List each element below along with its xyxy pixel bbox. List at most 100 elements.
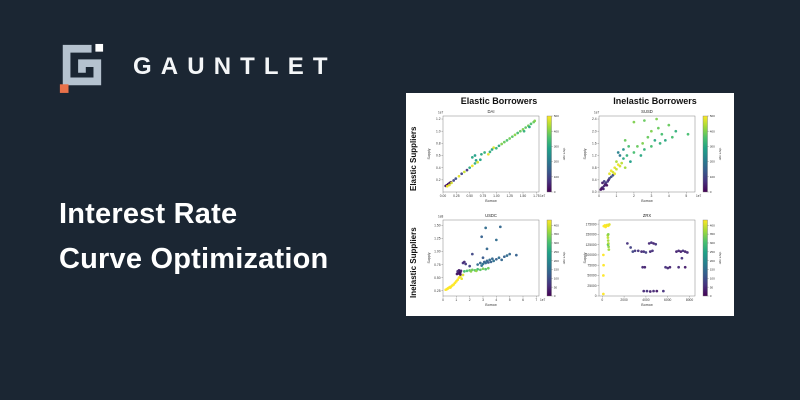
svg-text:0.4: 0.4 [592, 178, 597, 182]
svg-text:0: 0 [601, 298, 603, 302]
subplot-inelastic-inelastic: ZRX 0 2000 4000 6000 8000 0 25000 50000 75000 1000… [577, 211, 733, 315]
svg-text:0: 0 [595, 294, 597, 298]
svg-text:SUSD: SUSD [641, 109, 653, 114]
svg-text:8000: 8000 [686, 298, 694, 302]
svg-text:1.00: 1.00 [493, 194, 500, 198]
svg-text:200: 200 [710, 259, 715, 263]
svg-text:2.4: 2.4 [592, 117, 597, 121]
logo-orange-square [59, 84, 69, 93]
svg-text:0: 0 [554, 190, 556, 194]
svg-text:100: 100 [710, 175, 715, 179]
svg-text:4: 4 [495, 298, 497, 302]
svg-text:175000: 175000 [586, 222, 597, 226]
logo-g-mark [62, 44, 102, 86]
svg-text:200: 200 [554, 160, 559, 164]
svg-text:250: 250 [710, 250, 715, 254]
figure-panel: Elastic Borrowers Inelastic Borrowers El… [406, 93, 734, 316]
svg-text:25000: 25000 [587, 284, 596, 288]
svg-text:0.25: 0.25 [453, 194, 460, 198]
svg-text:0.75: 0.75 [434, 263, 441, 267]
svg-text:2: 2 [633, 194, 635, 198]
svg-text:Supply: Supply [583, 252, 587, 263]
svg-text:1e7: 1e7 [696, 194, 702, 198]
svg-text:ZRX: ZRX [643, 213, 652, 218]
svg-text:2: 2 [469, 298, 471, 302]
svg-text:2.0: 2.0 [592, 129, 597, 133]
column-header-elastic-borrowers: Elastic Borrowers [460, 96, 538, 106]
svg-text:0.25: 0.25 [434, 289, 441, 293]
svg-text:0.50: 0.50 [434, 276, 441, 280]
svg-text:50: 50 [554, 285, 558, 289]
svg-text:100: 100 [554, 276, 559, 280]
svg-text:days ago: days ago [719, 148, 723, 161]
svg-text:1e7: 1e7 [540, 298, 546, 302]
svg-text:6000: 6000 [664, 298, 672, 302]
gauntlet-logo-icon [59, 43, 104, 93]
page-title: Interest Rate Curve Optimization [59, 192, 328, 282]
svg-text:0.00: 0.00 [440, 194, 447, 198]
svg-text:Borrow: Borrow [485, 199, 497, 203]
svg-text:7: 7 [535, 298, 537, 302]
svg-text:0: 0 [554, 294, 556, 298]
brand-header: GAUNTLET [57, 39, 337, 95]
svg-text:300: 300 [554, 241, 559, 245]
svg-text:1.25: 1.25 [434, 237, 441, 241]
page-title-line2: Curve Optimization [59, 242, 329, 275]
svg-text:0: 0 [598, 194, 600, 198]
row-label-elastic-suppliers: Elastic Suppliers [409, 126, 418, 192]
svg-text:300: 300 [710, 145, 715, 149]
svg-text:200: 200 [710, 160, 715, 164]
svg-text:1: 1 [455, 298, 457, 302]
subplot-elastic-inelastic: 1e7 SUSD 1e7 0 1 2 3 4 5 0.0 0.4 0.8 1.2 1.6 2.0 2.4 Bor… [577, 107, 733, 211]
svg-text:1.25: 1.25 [506, 194, 513, 198]
row-label-inelastic-suppliers: Inelastic Suppliers [409, 227, 418, 299]
svg-text:350: 350 [554, 232, 559, 236]
svg-text:DAI: DAI [488, 109, 495, 114]
svg-text:Borrow: Borrow [641, 199, 653, 203]
svg-text:Supply: Supply [427, 252, 431, 263]
svg-text:days ago: days ago [563, 252, 567, 265]
svg-text:1e7: 1e7 [438, 110, 444, 114]
svg-text:1.00: 1.00 [434, 250, 441, 254]
svg-text:150: 150 [554, 268, 559, 272]
svg-text:400: 400 [554, 223, 559, 227]
svg-text:6: 6 [522, 298, 524, 302]
subplot-inelastic-elastic: 1e8 USDC 1e7 0 1 2 3 4 5 6 7 0.25 0.50 0.75 1.00 1.25 1.… [421, 211, 577, 315]
svg-text:150000: 150000 [586, 233, 597, 237]
svg-text:500: 500 [554, 114, 559, 118]
svg-text:150: 150 [710, 268, 715, 272]
svg-text:0: 0 [442, 298, 444, 302]
column-header-inelastic-borrowers: Inelastic Borrowers [613, 96, 697, 106]
svg-text:300: 300 [710, 241, 715, 245]
subplot-elastic-elastic: 1e7 DAI 1e7 0.00 0.25 0.50 0.75 1.00 1.25 1.50 1.7… [421, 107, 577, 211]
svg-text:100: 100 [554, 175, 559, 179]
svg-text:50: 50 [710, 285, 714, 289]
svg-text:250: 250 [554, 250, 559, 254]
svg-text:1.2: 1.2 [436, 117, 441, 121]
svg-text:3: 3 [650, 194, 652, 198]
svg-text:1: 1 [616, 194, 618, 198]
svg-text:1e8: 1e8 [438, 214, 444, 218]
svg-text:Supply: Supply [583, 148, 587, 159]
svg-text:3: 3 [482, 298, 484, 302]
svg-text:0.4: 0.4 [436, 166, 441, 170]
svg-text:1.50: 1.50 [434, 223, 441, 227]
svg-text:4: 4 [668, 194, 670, 198]
svg-text:1.75: 1.75 [533, 194, 540, 198]
svg-text:1.50: 1.50 [520, 194, 527, 198]
svg-text:days ago: days ago [563, 148, 567, 161]
page-title-line1: Interest Rate [59, 198, 238, 230]
svg-text:0.50: 0.50 [466, 194, 473, 198]
svg-text:100: 100 [710, 276, 715, 280]
svg-text:1.0: 1.0 [436, 129, 441, 133]
svg-text:Supply: Supply [427, 148, 431, 159]
svg-text:2000: 2000 [620, 298, 628, 302]
svg-text:1.6: 1.6 [592, 142, 597, 146]
svg-text:350: 350 [710, 232, 715, 236]
svg-text:300: 300 [554, 145, 559, 149]
svg-text:100000: 100000 [586, 253, 597, 257]
svg-text:400: 400 [710, 129, 715, 133]
svg-text:0.2: 0.2 [436, 178, 441, 182]
svg-text:5: 5 [685, 194, 687, 198]
svg-text:1.2: 1.2 [592, 154, 597, 158]
